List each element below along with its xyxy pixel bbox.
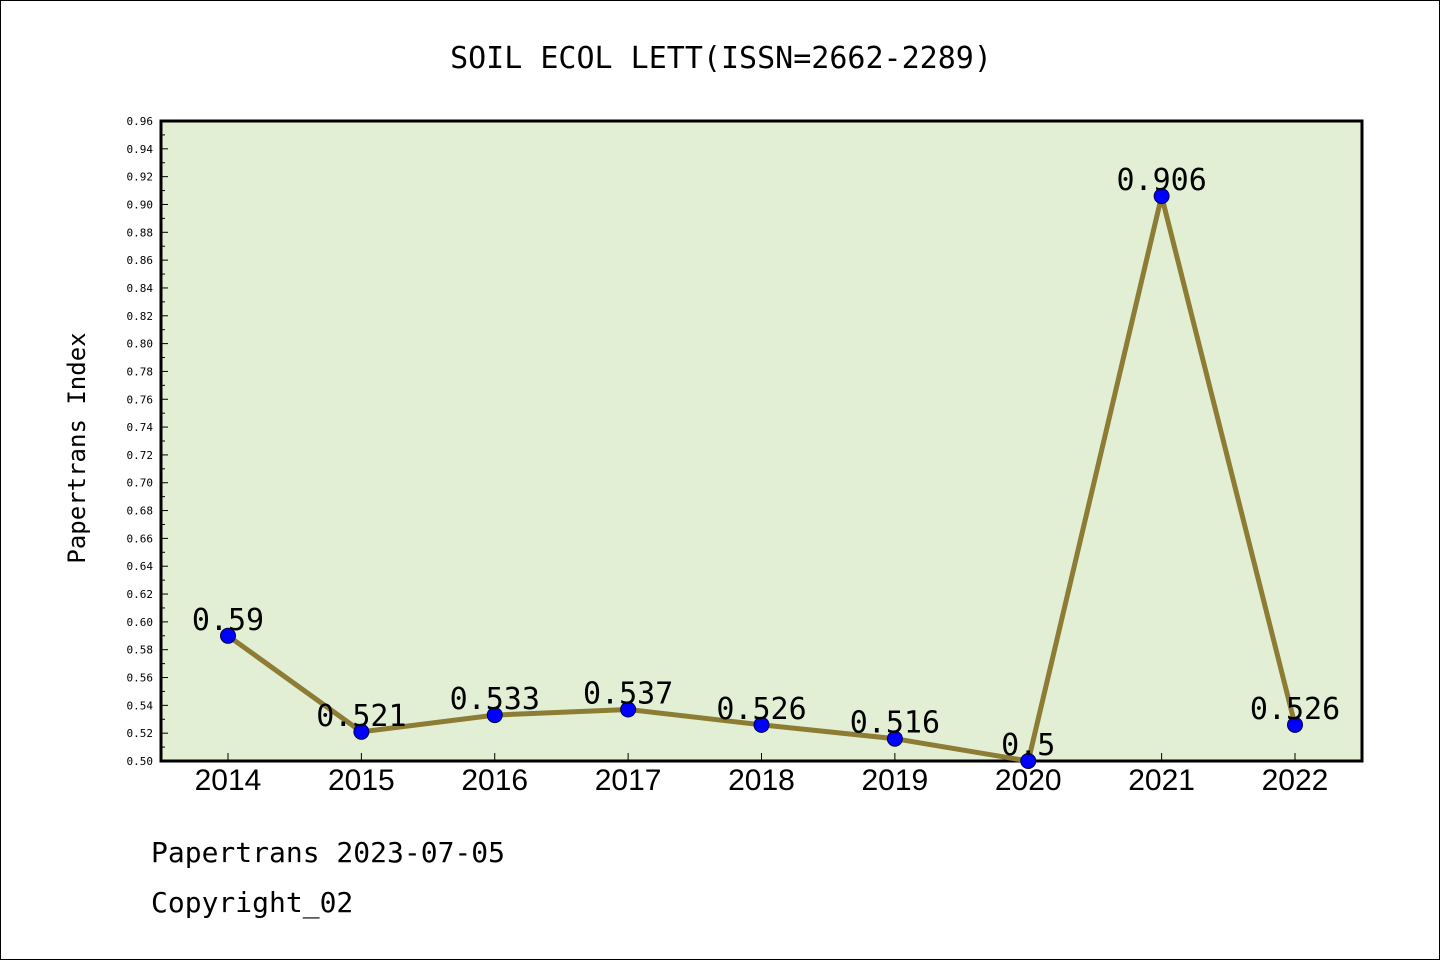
x-tick-label: 2015	[328, 764, 395, 797]
y-tick-label: 0.70	[127, 477, 154, 490]
x-axis: 2014 2015 2016 2017 2018 2019 2020 2021 2022	[195, 753, 1329, 797]
y-tick-label: 0.88	[127, 226, 154, 239]
y-axis: 0.50 0.52 0.54 0.56 0.58 0.60 0.62 0.64 0.66 0.68…	[127, 115, 168, 768]
x-tick-label: 2019	[862, 764, 929, 797]
y-tick-label: 0.90	[127, 198, 154, 211]
data-label-2018: 0.526	[716, 692, 806, 727]
x-tick-label: 2017	[595, 764, 662, 797]
data-label-2015: 0.521	[316, 699, 406, 734]
y-tick-label: 0.96	[127, 115, 154, 128]
data-label-2019: 0.516	[850, 706, 940, 741]
plot-area	[159, 119, 1364, 763]
data-label-2016: 0.533	[450, 682, 540, 717]
data-point-2014	[220, 627, 236, 644]
data-point-2022	[1287, 716, 1303, 733]
x-tick-label: 2021	[1128, 764, 1195, 797]
chart-title: SOIL ECOL LETT(ISSN=2662-2289)	[450, 41, 992, 76]
y-tick-label: 0.78	[127, 365, 154, 378]
y-tick-label: 0.74	[127, 421, 154, 434]
y-axis-label: Papertrans Index	[63, 332, 91, 563]
x-tick-label: 2016	[461, 764, 528, 797]
y-tick-label: 0.86	[127, 254, 154, 267]
x-tick-label: 2014	[195, 764, 262, 797]
y-tick-label: 0.64	[127, 560, 154, 573]
y-tick-label: 0.82	[127, 310, 154, 323]
y-tick-label: 0.76	[127, 393, 154, 406]
y-tick-label: 0.52	[127, 727, 154, 740]
data-point-2015	[353, 723, 370, 740]
y-tick-label: 0.66	[127, 532, 154, 545]
y-tick-label: 0.92	[127, 171, 154, 184]
data-point-2020	[1020, 753, 1037, 769]
y-tick-label: 0.68	[127, 505, 154, 518]
data-labels: 0.59 0.521 0.533 0.537 0.526 0.516 0.5 0.906 0.5…	[192, 163, 1340, 763]
y-tick-label: 0.54	[127, 699, 154, 712]
y-tick-label: 0.62	[127, 588, 154, 601]
y-tick-label: 0.60	[127, 616, 154, 629]
y-tick-label: 0.72	[127, 449, 154, 462]
data-label-2017: 0.537	[583, 677, 673, 712]
data-point-2016	[486, 707, 503, 724]
y-tick-label: 0.56	[127, 672, 154, 685]
y-tick-label: 0.58	[127, 644, 154, 657]
data-point-2019	[886, 730, 903, 747]
data-label-2020: 0.5	[1001, 728, 1055, 763]
x-tick-label: 2022	[1262, 764, 1329, 797]
y-tick-label: 0.80	[127, 338, 154, 351]
x-tick-label: 2018	[728, 764, 795, 797]
y-tick-label: 0.94	[127, 143, 154, 156]
y-tick-label: 0.84	[127, 282, 154, 295]
data-label-2022: 0.526	[1250, 692, 1340, 727]
data-point-2017	[620, 701, 637, 718]
data-point-2021	[1153, 188, 1170, 205]
data-label-2021: 0.906	[1116, 163, 1206, 198]
data-label-2014: 0.59	[192, 603, 264, 638]
y-tick-label: 0.50	[127, 755, 154, 768]
footer-copyright: Copyright_02	[151, 886, 354, 919]
footer-date: Papertrans 2023-07-05	[151, 836, 506, 869]
series-papertrans-index	[220, 188, 1303, 769]
x-tick-label: 2020	[995, 764, 1062, 797]
data-point-2018	[753, 716, 770, 733]
